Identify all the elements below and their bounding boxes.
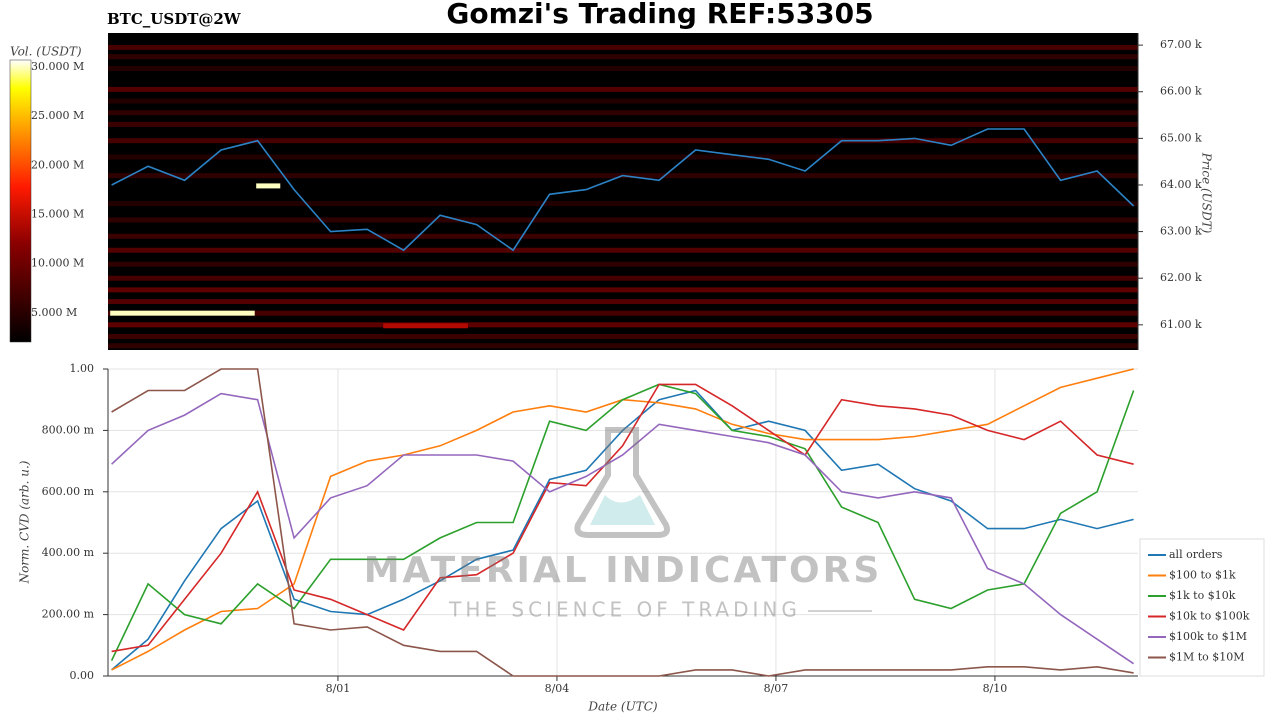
colorbar-tick-label: 5.000 M xyxy=(31,306,77,319)
heatmap-segment xyxy=(383,323,468,329)
legend-label: $1M to $10M xyxy=(1169,651,1245,664)
colorbar xyxy=(9,59,32,343)
heatmap-band xyxy=(108,86,1138,92)
watermark-text: MATERIAL INDICATORS xyxy=(364,550,883,591)
page-title: Gomzi's Trading REF:53305 xyxy=(446,0,873,30)
y-tick-label: 65.00 k xyxy=(1160,131,1202,144)
legend xyxy=(1139,538,1265,677)
y-tick-label: 200.00 m xyxy=(42,608,95,621)
heatmap-band xyxy=(108,287,1138,293)
data-line xyxy=(111,392,1135,665)
heatmap-band xyxy=(108,138,1138,144)
heatmap-band xyxy=(108,261,1138,267)
colorbar-tick-label: 10.000 M xyxy=(31,257,84,270)
x-tick-label: 8/04 xyxy=(545,682,570,695)
heatmap-band xyxy=(108,310,1138,316)
heatmap-band xyxy=(108,217,1138,223)
chart-title: BTC_USDT@2W xyxy=(107,10,242,28)
heatmap-band xyxy=(108,121,1138,127)
x-tick-label: 8/01 xyxy=(326,682,351,695)
legend-label: $100k to $1M xyxy=(1169,630,1247,643)
data-line xyxy=(110,383,1135,661)
watermark-icon xyxy=(590,495,655,525)
heatmap-band xyxy=(108,299,1138,305)
plots: 61.00 k 62.00 k 63.00 k 64.00 k 65.00 k 66.00… xyxy=(27,33,1265,695)
y-tick-label: 1.00 xyxy=(70,362,95,375)
legend-label: $100 to $1k xyxy=(1169,569,1236,582)
colorbar-tick-label: 25.000 M xyxy=(31,109,84,122)
y-tick-label: 800.00 m xyxy=(42,423,95,436)
heatmap-band xyxy=(108,322,1138,328)
colorbar-label: Vol. (USDT) xyxy=(10,45,82,59)
y-tick-label: 400.00 m xyxy=(42,546,95,559)
heatmap-band xyxy=(108,275,1138,281)
y-tick-label: 63.00 k xyxy=(1160,225,1202,238)
heatmap-band xyxy=(108,65,1138,71)
heatmap-band xyxy=(108,54,1138,60)
heatmap-segment xyxy=(256,183,281,189)
heatmap-band xyxy=(108,233,1138,239)
x-tick-label: 8/10 xyxy=(983,682,1008,695)
y-tick-label: 62.00 k xyxy=(1160,271,1202,284)
colorbar-tick-label: 15.000 M xyxy=(31,208,84,221)
y-tick-label: 61.00 k xyxy=(1160,318,1202,331)
watermark-text: THE SCIENCE OF TRADING xyxy=(448,598,801,622)
data-line xyxy=(111,389,1134,671)
heatmap-band xyxy=(108,110,1138,116)
heatmap-band xyxy=(108,154,1138,160)
legend-label: all orders xyxy=(1169,548,1223,561)
watermark: MATERIAL INDICATORS THE SCIENCE OF TRADI… xyxy=(364,427,883,622)
heatmap-band xyxy=(108,247,1138,253)
y-axis-label: Price (USDT) xyxy=(1200,152,1214,234)
y-tick-label: 67.00 k xyxy=(1160,38,1202,51)
heatmap-segment xyxy=(110,310,255,316)
data-line xyxy=(111,368,1134,677)
data-line xyxy=(111,383,1134,653)
heatmap-band xyxy=(108,333,1138,339)
y-tick-label: 0.00 xyxy=(70,669,95,682)
y-axis-label: Norm. CVD (arb. u.) xyxy=(18,460,32,584)
y-tick-label: 64.00 k xyxy=(1160,178,1202,191)
heatmap-background xyxy=(108,33,1138,350)
x-axis-label: Date (UTC) xyxy=(587,700,657,714)
heatmap-band xyxy=(108,343,1138,349)
heatmap-band xyxy=(108,98,1138,104)
x-tick-label: 8/07 xyxy=(764,682,789,695)
y-tick-label: 600.00 m xyxy=(42,485,95,498)
y-tick-label: 66.00 k xyxy=(1160,85,1202,98)
legend-label: $10k to $100k xyxy=(1169,610,1250,623)
colorbar-tick-label: 30.000 M xyxy=(31,60,84,73)
heatmap-band xyxy=(108,201,1138,207)
colorbar-tick-label: 20.000 M xyxy=(31,158,84,171)
heatmap-band xyxy=(108,44,1138,50)
data-line xyxy=(111,128,1135,252)
legend-label: $1k to $10k xyxy=(1169,589,1236,602)
watermark-icon xyxy=(574,427,670,538)
